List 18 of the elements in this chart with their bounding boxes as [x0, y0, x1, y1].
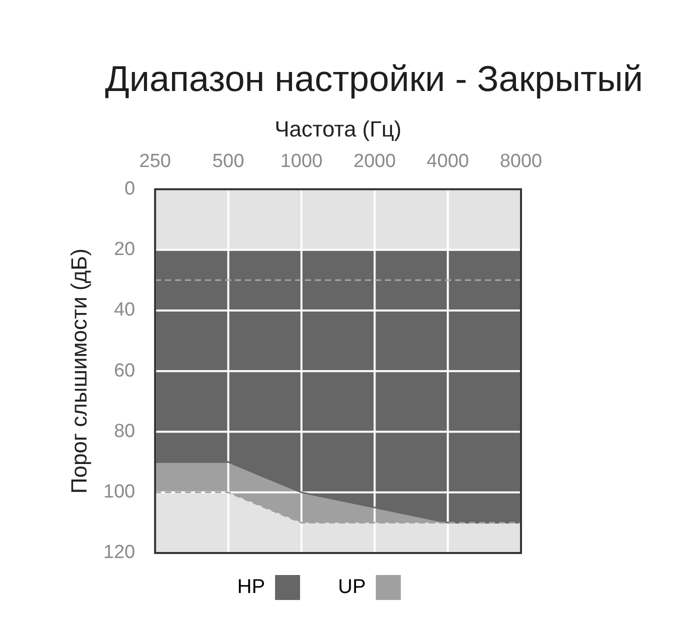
chart-title: Диапазон настройки - Закрытый [104, 58, 644, 100]
y-tick-label: 20 [114, 239, 136, 260]
x-axis-title: Частота (Гц) [274, 116, 402, 142]
y-tick-label: 40 [114, 300, 136, 321]
x-tick-label: 4000 [426, 151, 469, 172]
y-tick-label: 60 [114, 360, 136, 382]
x-tick-label: 8000 [500, 151, 542, 172]
y-tick-label: 0 [124, 178, 136, 200]
x-tick-label: 2000 [354, 151, 396, 172]
x-tick-label: 1000 [280, 151, 323, 172]
y-tick-label: 80 [114, 420, 136, 442]
legend-label: UP [338, 576, 366, 598]
x-tick-label: 500 [212, 151, 244, 172]
y-tick-label: 120 [103, 542, 136, 564]
legend-label: HP [237, 576, 266, 598]
y-axis-title: Порог слышимости (дБ) [66, 248, 92, 494]
x-tick-label: 250 [139, 151, 171, 172]
y-tick-label: 100 [103, 482, 136, 503]
